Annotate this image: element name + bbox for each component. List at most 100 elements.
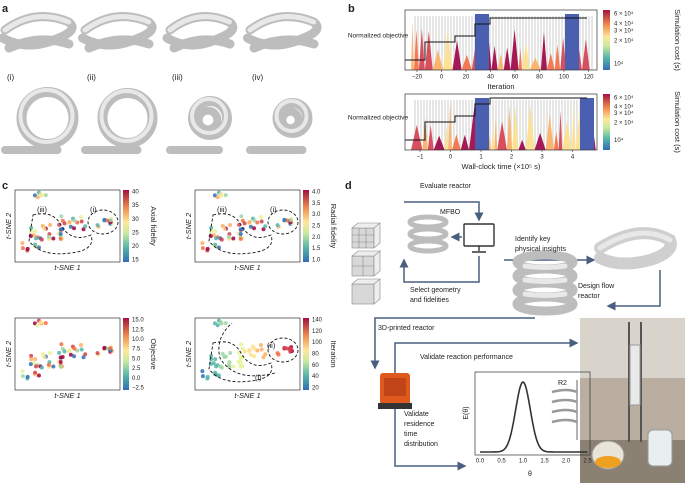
colorbar-tick: 20 [312, 386, 319, 392]
colorbar-tick: 2 × 10⁴ [614, 38, 634, 45]
region-outline [267, 337, 299, 363]
tsne-point [215, 323, 220, 328]
coil-side [169, 35, 235, 53]
flow-reactor-coil [512, 250, 578, 316]
coil-side [84, 35, 154, 53]
region-outline [87, 209, 119, 235]
axis-label: θ [528, 471, 532, 478]
cost-area [522, 42, 530, 70]
tsne-point [20, 374, 25, 379]
x-tick-label: 0 [449, 155, 453, 161]
tsne-point [200, 246, 205, 251]
colorbar-tick: 10⁴ [614, 137, 624, 144]
tsne-point [205, 374, 210, 379]
colorbar-tick: 12.5 [132, 327, 144, 333]
tsne-point [214, 364, 219, 369]
cost-area [529, 57, 541, 70]
shape [384, 378, 406, 396]
cost-area [510, 29, 519, 70]
region-label: (iii) [37, 205, 47, 214]
axis-label: E(θ) [463, 406, 470, 419]
step-label: Validate [404, 411, 429, 418]
tsne-point [282, 345, 287, 350]
tsne-point [42, 226, 47, 231]
x-tick-label: 80 [536, 75, 543, 81]
colorbar-tick: 5.0 [132, 356, 141, 362]
x-tick-label: 40 [487, 75, 494, 81]
tsne-point [238, 232, 243, 237]
cost-block [580, 98, 594, 150]
plot-frame [404, 93, 598, 151]
colorbar-label: Simulation cost (s) [673, 91, 682, 153]
cost-area [491, 45, 498, 70]
x-tick-label: 1.0 [519, 459, 528, 465]
panel-label: d [345, 180, 352, 192]
cost-area [411, 124, 423, 150]
shape [351, 278, 381, 305]
colorbar-tick: 3 × 10⁴ [614, 28, 634, 35]
tsne-point [200, 374, 205, 379]
tsne-point [261, 355, 266, 360]
region-label: (i) [270, 205, 277, 214]
tsne-point [228, 222, 233, 227]
colorbar-tick: 60 [312, 363, 319, 369]
cost-area [497, 53, 504, 70]
tsne-point [31, 233, 36, 238]
colorbar-tick: 1.0 [312, 258, 321, 264]
y-axis-label: t-SNE 2 [184, 212, 193, 239]
colorbar-tick: 40 [132, 190, 139, 196]
tsne-point [35, 195, 40, 200]
tsne-point [275, 351, 280, 356]
tsne-point [29, 357, 34, 362]
tsne-point [33, 242, 38, 247]
tsne-point [252, 226, 257, 231]
y-axis-label: Normalized objective [348, 33, 409, 40]
tsne-point [39, 365, 44, 370]
tsne-point [223, 321, 228, 326]
inset-label: (iv) [252, 73, 263, 82]
colorbar-tick: 140 [312, 318, 323, 324]
colorbar-tick: 3.5 [312, 201, 321, 207]
tsne-point [81, 227, 86, 232]
cost-area [506, 106, 513, 150]
arrow [370, 317, 535, 370]
colorbar-tick: 4.0 [312, 190, 321, 196]
tsne-point [240, 227, 245, 232]
x-tick-label: 3 [540, 155, 544, 161]
step-label: residence [404, 421, 434, 428]
step-label: MFBO [440, 209, 461, 216]
tsne-point [29, 353, 34, 358]
cost-area [452, 40, 462, 70]
tsne-point [34, 364, 39, 369]
cost-block [565, 14, 579, 70]
cost-area [427, 125, 434, 150]
y-axis-label: t-SNE 2 [4, 212, 13, 239]
colorbar-tick: 1.5 [312, 246, 321, 252]
tsne-point [38, 320, 43, 325]
inset-label: (iii) [172, 73, 183, 82]
tsne-point [213, 370, 218, 375]
tsne-point [247, 220, 252, 225]
tsne-point [208, 362, 213, 367]
tsne-point [43, 193, 48, 198]
region-label: (iii) [217, 205, 227, 214]
x-axis-label: Wall-clock time (×10⁵ s) [462, 162, 541, 171]
colorbar [123, 318, 129, 390]
tsne-point [219, 237, 224, 242]
step-label: Select geometry [410, 287, 461, 294]
cost-block [475, 14, 489, 70]
tsne-point [242, 221, 247, 226]
tsne-point [252, 346, 257, 351]
step-label: Identify key [515, 236, 551, 243]
x-axis-label: t-SNE 1 [234, 263, 260, 272]
tsne-point [263, 224, 268, 229]
cost-area [432, 49, 444, 70]
shape [597, 230, 673, 251]
tsne-point [36, 373, 41, 378]
panel-label: b [348, 3, 355, 15]
cost-area [424, 31, 433, 70]
colorbar [123, 190, 129, 262]
panel-c: (iii) (i) 40 35 30 25 20 15 Axial fidelity t-SNE … [4, 190, 338, 400]
colorbar-tick: 2.5 [132, 366, 141, 372]
arrow [606, 270, 661, 311]
